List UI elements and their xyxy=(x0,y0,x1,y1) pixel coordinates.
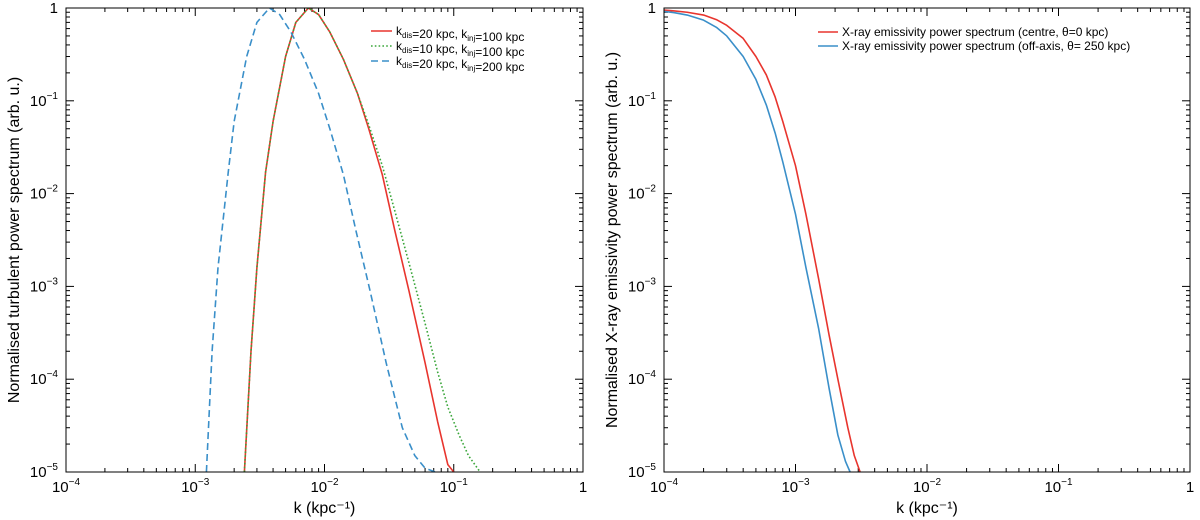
legend-label-0: kdis=20 kpc, kinj=100 kpc xyxy=(396,24,524,44)
x-tick-label: 10−3 xyxy=(781,477,810,496)
series-line-1 xyxy=(664,10,851,472)
series-line-2 xyxy=(205,8,436,472)
y-tick-label: 10−5 xyxy=(30,462,59,481)
series-lines xyxy=(205,8,481,472)
x-tick-label: 10−4 xyxy=(650,477,679,496)
x-axis-title: k (kpc⁻¹) xyxy=(294,500,356,517)
y-axis-title: Normalised turbulent power spectrum (arb… xyxy=(6,77,23,403)
series-line-1 xyxy=(243,8,481,472)
x-tick-label: 10−3 xyxy=(181,477,210,496)
y-tick-label: 10−3 xyxy=(628,276,657,295)
plot-frame xyxy=(65,7,584,473)
y-tick-label: 10−5 xyxy=(628,462,657,481)
x-tick-label: 10−4 xyxy=(52,477,81,496)
x-tick-label: 10−2 xyxy=(310,477,339,496)
left-panel-turbulent-power-spectrum: 10−4 10−3 10−2 10−1 110−510−410−310−210−11k … xyxy=(6,0,587,517)
x-tick-label: 10−1 xyxy=(1044,477,1073,496)
axis-ticks xyxy=(65,8,583,473)
y-tick-label: 10−1 xyxy=(628,91,657,110)
legend-label-1: kdis=10 kpc, kinj=100 kpc xyxy=(396,39,524,59)
x-tick-label: 1 xyxy=(1186,479,1194,496)
y-tick-label: 10−2 xyxy=(30,184,59,203)
y-tick-label: 10−1 xyxy=(30,91,59,110)
y-axis-title: Normalised X-ray emissivity power spectr… xyxy=(604,52,621,428)
x-tick-label: 1 xyxy=(579,479,587,496)
series-line-0 xyxy=(664,9,861,472)
series-lines xyxy=(664,9,861,472)
x-tick-label: 10−1 xyxy=(440,477,469,496)
y-tick-label: 10−4 xyxy=(30,369,59,388)
legend-label-1: X-ray emissivity power spectrum (off-axi… xyxy=(842,39,1130,53)
y-tick-label: 10−4 xyxy=(628,369,657,388)
y-tick-label: 10−3 xyxy=(30,276,59,295)
plot-frame xyxy=(663,7,1191,473)
axis-ticks xyxy=(663,8,1190,473)
right-panel-xray-emissivity-power-spectrum: 10−4 10−3 10−2 10−1 110−510−410−310−210−11k … xyxy=(604,0,1194,517)
y-tick-label: 1 xyxy=(648,0,656,17)
legend-label-2: kdis=20 kpc, kinj=200 kpc xyxy=(396,54,524,74)
y-tick-label: 10−2 xyxy=(628,184,657,203)
legend: X-ray emissivity power spectrum (centre,… xyxy=(818,25,1130,53)
x-tick-label: 10−2 xyxy=(913,477,942,496)
x-axis-title: k (kpc⁻¹) xyxy=(896,500,958,517)
legend-label-0: X-ray emissivity power spectrum (centre,… xyxy=(842,25,1108,39)
y-tick-label: 1 xyxy=(50,0,58,17)
series-line-0 xyxy=(243,8,455,472)
